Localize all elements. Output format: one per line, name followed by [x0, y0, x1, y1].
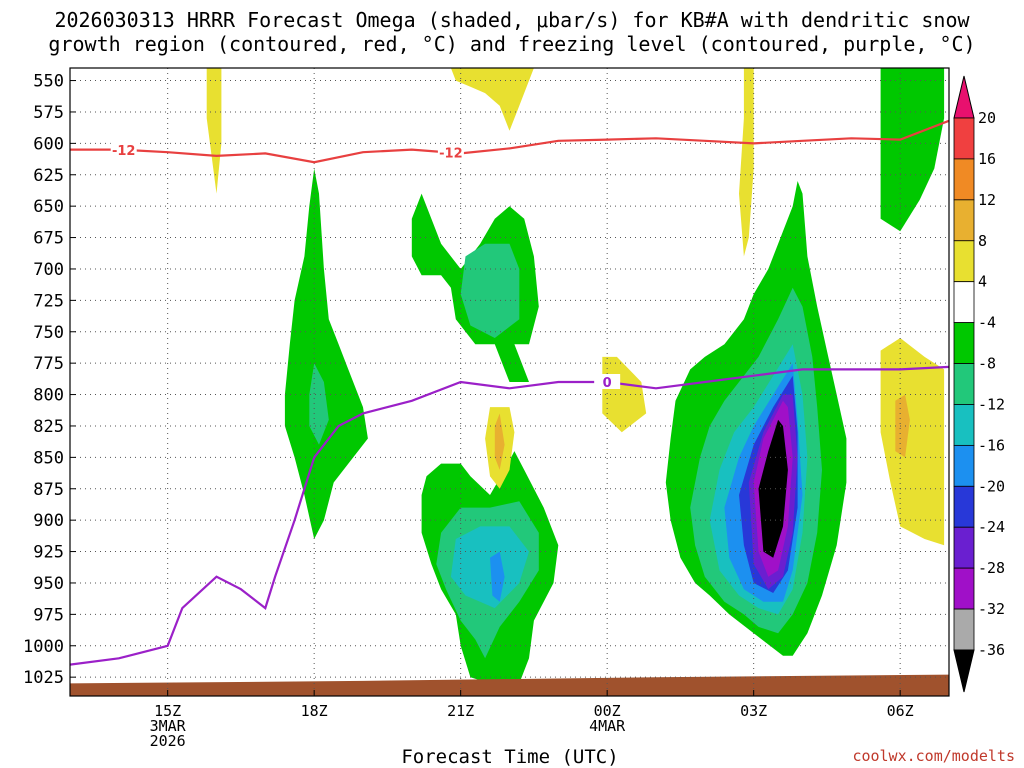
colorbar-bin	[953, 526, 975, 569]
colorbar-tick-label: 4	[978, 273, 987, 291]
y-tick-label: 575	[33, 103, 64, 123]
ascent-21Z-lower-band-2	[450, 526, 529, 609]
colorbar-over-triangle	[953, 75, 975, 119]
ascent-21Z-upper-band-1	[460, 243, 520, 338]
colorbar-tick-label: -24	[978, 518, 1005, 536]
colorbar-tick-label: -20	[978, 477, 1005, 495]
ascent-03Z-core-band-7	[758, 419, 788, 558]
freezing-level-label: 0	[603, 376, 612, 391]
contour-label-bg	[110, 141, 137, 157]
credit-text: coolwx.com/modelts	[852, 747, 1015, 765]
chart-title-line-2: growth region (contoured, red, °C) and f…	[48, 32, 975, 56]
y-tick-label: 850	[33, 448, 64, 468]
ascent-06Z-upper-band-0	[880, 68, 945, 232]
descent-regions-band-5	[880, 338, 945, 546]
colorbar-tick-label: -32	[978, 600, 1005, 618]
colorbar-tick-label: -16	[978, 436, 1005, 454]
x-tick-label: 18Z	[301, 702, 328, 720]
colorbar-bin	[953, 363, 975, 405]
ascent-21Z-core-blob	[490, 551, 505, 602]
omega-shading	[206, 68, 945, 684]
ascent-18Z-band-0	[284, 168, 368, 539]
colorbar-tick-label: -8	[978, 355, 996, 373]
y-tick-label: 750	[33, 323, 64, 343]
descent-core-0	[895, 394, 910, 458]
x-tick-label: 06Z	[887, 702, 914, 720]
x-tick-label: 3MAR	[150, 717, 187, 735]
y-tick-label: 1025	[23, 668, 64, 688]
descent-regions-band-0	[206, 68, 222, 194]
colorbar-bin	[953, 404, 975, 446]
colorbar-bin	[953, 485, 975, 528]
y-tick-label: 875	[33, 480, 64, 500]
colorbar-bin	[953, 281, 975, 324]
y-tick-label: 625	[33, 166, 64, 186]
colorbar-tick-label: 20	[978, 109, 996, 127]
descent-regions-band-1	[450, 68, 534, 131]
y-tick-label: 1000	[23, 637, 64, 657]
colorbar-bin	[953, 567, 975, 610]
colorbar-bin	[953, 240, 975, 283]
colorbar-tick-label: 12	[978, 191, 996, 209]
y-tick-label: 775	[33, 354, 64, 374]
x-tick-label: 15Z	[154, 702, 181, 720]
colorbar-tick-label: -36	[978, 641, 1005, 659]
colorbar-bin	[953, 117, 975, 160]
y-tick-label: 700	[33, 260, 64, 280]
y-tick-label: 800	[33, 386, 64, 406]
colorbar-tick-label: -28	[978, 559, 1005, 577]
chart-title-line-1: 2026030313 HRRR Forecast Omega (shaded, …	[54, 8, 970, 32]
colorbar-bin	[953, 444, 975, 487]
colorbar-tick-label: 8	[978, 232, 987, 250]
colorbar-tick-label: -4	[978, 314, 996, 332]
colorbar-tick-label: -12	[978, 395, 1005, 413]
isotherm-minus12-line	[70, 119, 949, 164]
y-tick-label: 725	[33, 291, 64, 311]
plot-frame	[69, 67, 950, 697]
x-tick-label: 00Z	[594, 702, 621, 720]
descent-regions-band-2	[602, 356, 647, 433]
isotherm-label: -12	[112, 144, 136, 159]
colorbar-bin	[953, 158, 975, 201]
y-tick-label: 600	[33, 134, 64, 154]
colorbar-bin	[953, 608, 975, 651]
descent-core-1	[494, 413, 505, 470]
y-tick-label: 650	[33, 197, 64, 217]
contours: -12 -12 0	[70, 119, 949, 666]
colorbar-under-triangle	[953, 649, 975, 693]
y-tick-label: 825	[33, 417, 64, 437]
colorbar: 20 16 12 8 4 -4 -8 -12 -16 -20 -24 -28 -32 -36	[953, 75, 1005, 693]
colorbar-bin	[953, 199, 975, 242]
y-tick-label: 925	[33, 543, 64, 563]
contour-label-bg	[437, 144, 464, 160]
y-tick-label: 900	[33, 511, 64, 531]
y-tick-label: 975	[33, 605, 64, 625]
y-tick-label: 950	[33, 574, 64, 594]
y-axis: 550 575 600 625 650 675 700 725 750 775 800 825 850 8…	[23, 72, 76, 688]
x-tick-label: 4MAR	[589, 717, 626, 735]
y-tick-label: 550	[33, 72, 64, 92]
x-tick-label: 21Z	[447, 702, 474, 720]
freezing-level-line	[70, 365, 949, 666]
descent-regions-band-4	[739, 68, 754, 257]
isotherm-label: -12	[439, 147, 463, 162]
contour-label-bg	[594, 374, 621, 389]
x-axis-label: Forecast Time (UTC)	[401, 746, 618, 768]
terrain-fill	[70, 674, 949, 696]
colorbar-tick-label: 16	[978, 150, 996, 168]
y-tick-label: 675	[33, 229, 64, 249]
colorbar-bin	[953, 322, 975, 364]
x-tick-label: 03Z	[740, 702, 767, 720]
terrain	[70, 674, 949, 696]
x-tick-label: 2026	[150, 732, 186, 750]
